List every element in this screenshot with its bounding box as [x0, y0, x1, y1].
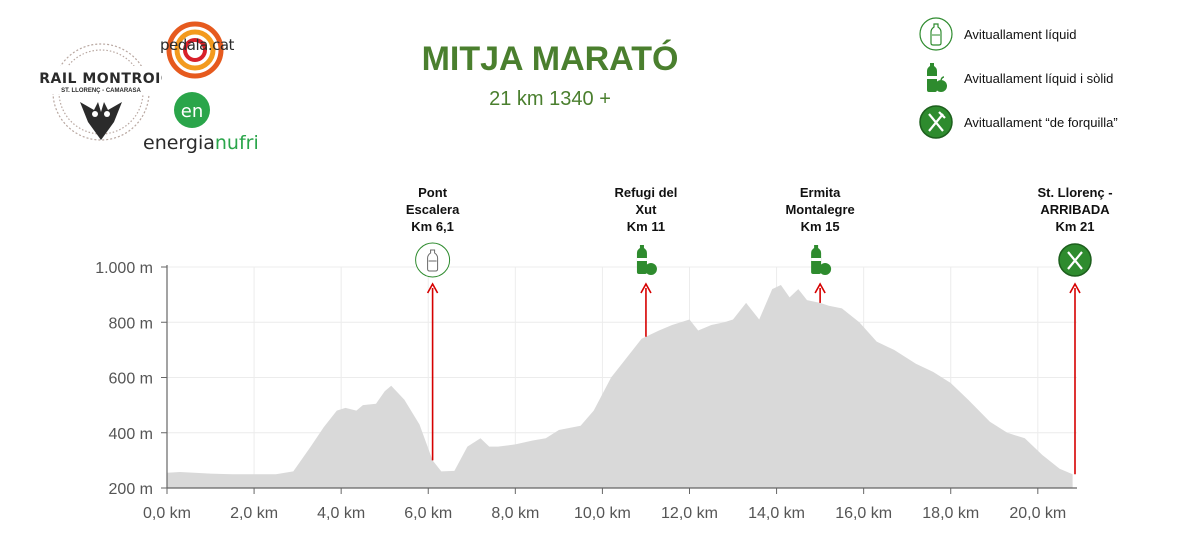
marker-label: Xut: [635, 202, 657, 217]
energia-nufri-logo: energianufri: [143, 132, 259, 154]
legend-item-fork: Avituallament “de forquilla”: [918, 104, 1118, 140]
trail-logo-place: ST. LLORENÇ - CAMARASA: [61, 88, 141, 94]
legend-item-liquid-solid: Avituallament líquid i sòlid: [918, 60, 1113, 96]
marker-label: Km 21: [1055, 219, 1094, 234]
energia-nufri-mark: en: [174, 92, 210, 128]
energia-suffix: nufri: [214, 132, 259, 154]
x-tick-label: 20,0 km: [1009, 505, 1066, 522]
bottle-apple-icon: [927, 63, 947, 92]
marker-label: ARRIBADA: [1040, 202, 1110, 217]
x-tick-label: 4,0 km: [317, 505, 365, 522]
pedala-logo-rings: [166, 21, 224, 79]
legend-label-liquid: Avituallament líquid: [964, 26, 1077, 42]
x-tick-label: 14,0 km: [748, 505, 805, 522]
chart-title: MITJA MARATÓ: [421, 40, 679, 78]
fork-knife-icon: [1058, 243, 1092, 277]
water-bottle-icon: [415, 242, 451, 278]
icon-bottle-band: [811, 258, 822, 261]
marker-label: Refugi del: [615, 185, 678, 200]
water-bottle-icon: [919, 17, 953, 51]
y-tick-label: 200 m: [109, 481, 153, 498]
y-tick-label: 800 m: [109, 315, 153, 332]
x-tick-label: 12,0 km: [661, 505, 718, 522]
fork-knife-icon: [919, 105, 953, 139]
elevation-area: [167, 285, 1073, 488]
chart-subtitle: 21 km 1340 +: [489, 88, 611, 110]
energia-prefix: energia: [143, 132, 215, 154]
marker-label: Km 15: [801, 219, 840, 234]
marker-label: Km 6,1: [411, 219, 454, 234]
x-tick-label: 2,0 km: [230, 505, 278, 522]
icon-knife: [1067, 251, 1083, 270]
marker-arrow-head: [426, 282, 439, 294]
trail-logo-name: TRAIL MONTROIG: [40, 71, 162, 87]
y-tick-label: 1.000 m: [95, 260, 153, 277]
trail-montroig-logo: TRAIL MONTROIG ST. LLORENÇ - CAMARASA: [40, 43, 162, 141]
marker-arrow-head: [814, 282, 826, 294]
icon-ring: [415, 242, 451, 278]
pedala-logo-text: pedala.cat: [160, 36, 234, 54]
marker-label: Montalegre: [785, 202, 854, 217]
x-tick-label: 0,0 km: [143, 505, 191, 522]
marker-label: Km 11: [627, 219, 665, 234]
x-tick-label: 16,0 km: [835, 505, 892, 522]
legend-label-fork: Avituallament “de forquilla”: [964, 114, 1118, 130]
x-tick-label: 10,0 km: [574, 505, 631, 522]
x-tick-label: 18,0 km: [922, 505, 979, 522]
icon-apple: [644, 263, 657, 275]
marker-arrow-head: [640, 282, 652, 294]
marker-arrow-head: [1069, 282, 1081, 294]
marker-label: Escalera: [406, 202, 460, 217]
x-tick-label: 8,0 km: [491, 505, 539, 522]
x-tick-label: 6,0 km: [404, 505, 452, 522]
y-tick-label: 400 m: [109, 426, 153, 443]
y-tick-label: 600 m: [109, 371, 153, 388]
legend-item-liquid: Avituallament líquid: [918, 16, 1077, 52]
bottle-apple-icon: [636, 245, 657, 275]
icon-bottle-band: [636, 258, 647, 261]
energia-mark-text: en: [181, 101, 203, 122]
icon-apple: [819, 263, 832, 275]
legend-label-liquid-solid: Avituallament líquid i sòlid: [964, 70, 1114, 86]
marker-label: Pont: [418, 185, 448, 200]
bottle-apple-icon: [811, 245, 832, 275]
icon-bottle: [427, 249, 439, 272]
marker-label: St. Llorenç -: [1037, 185, 1112, 200]
marker-label: Ermita: [800, 185, 841, 200]
